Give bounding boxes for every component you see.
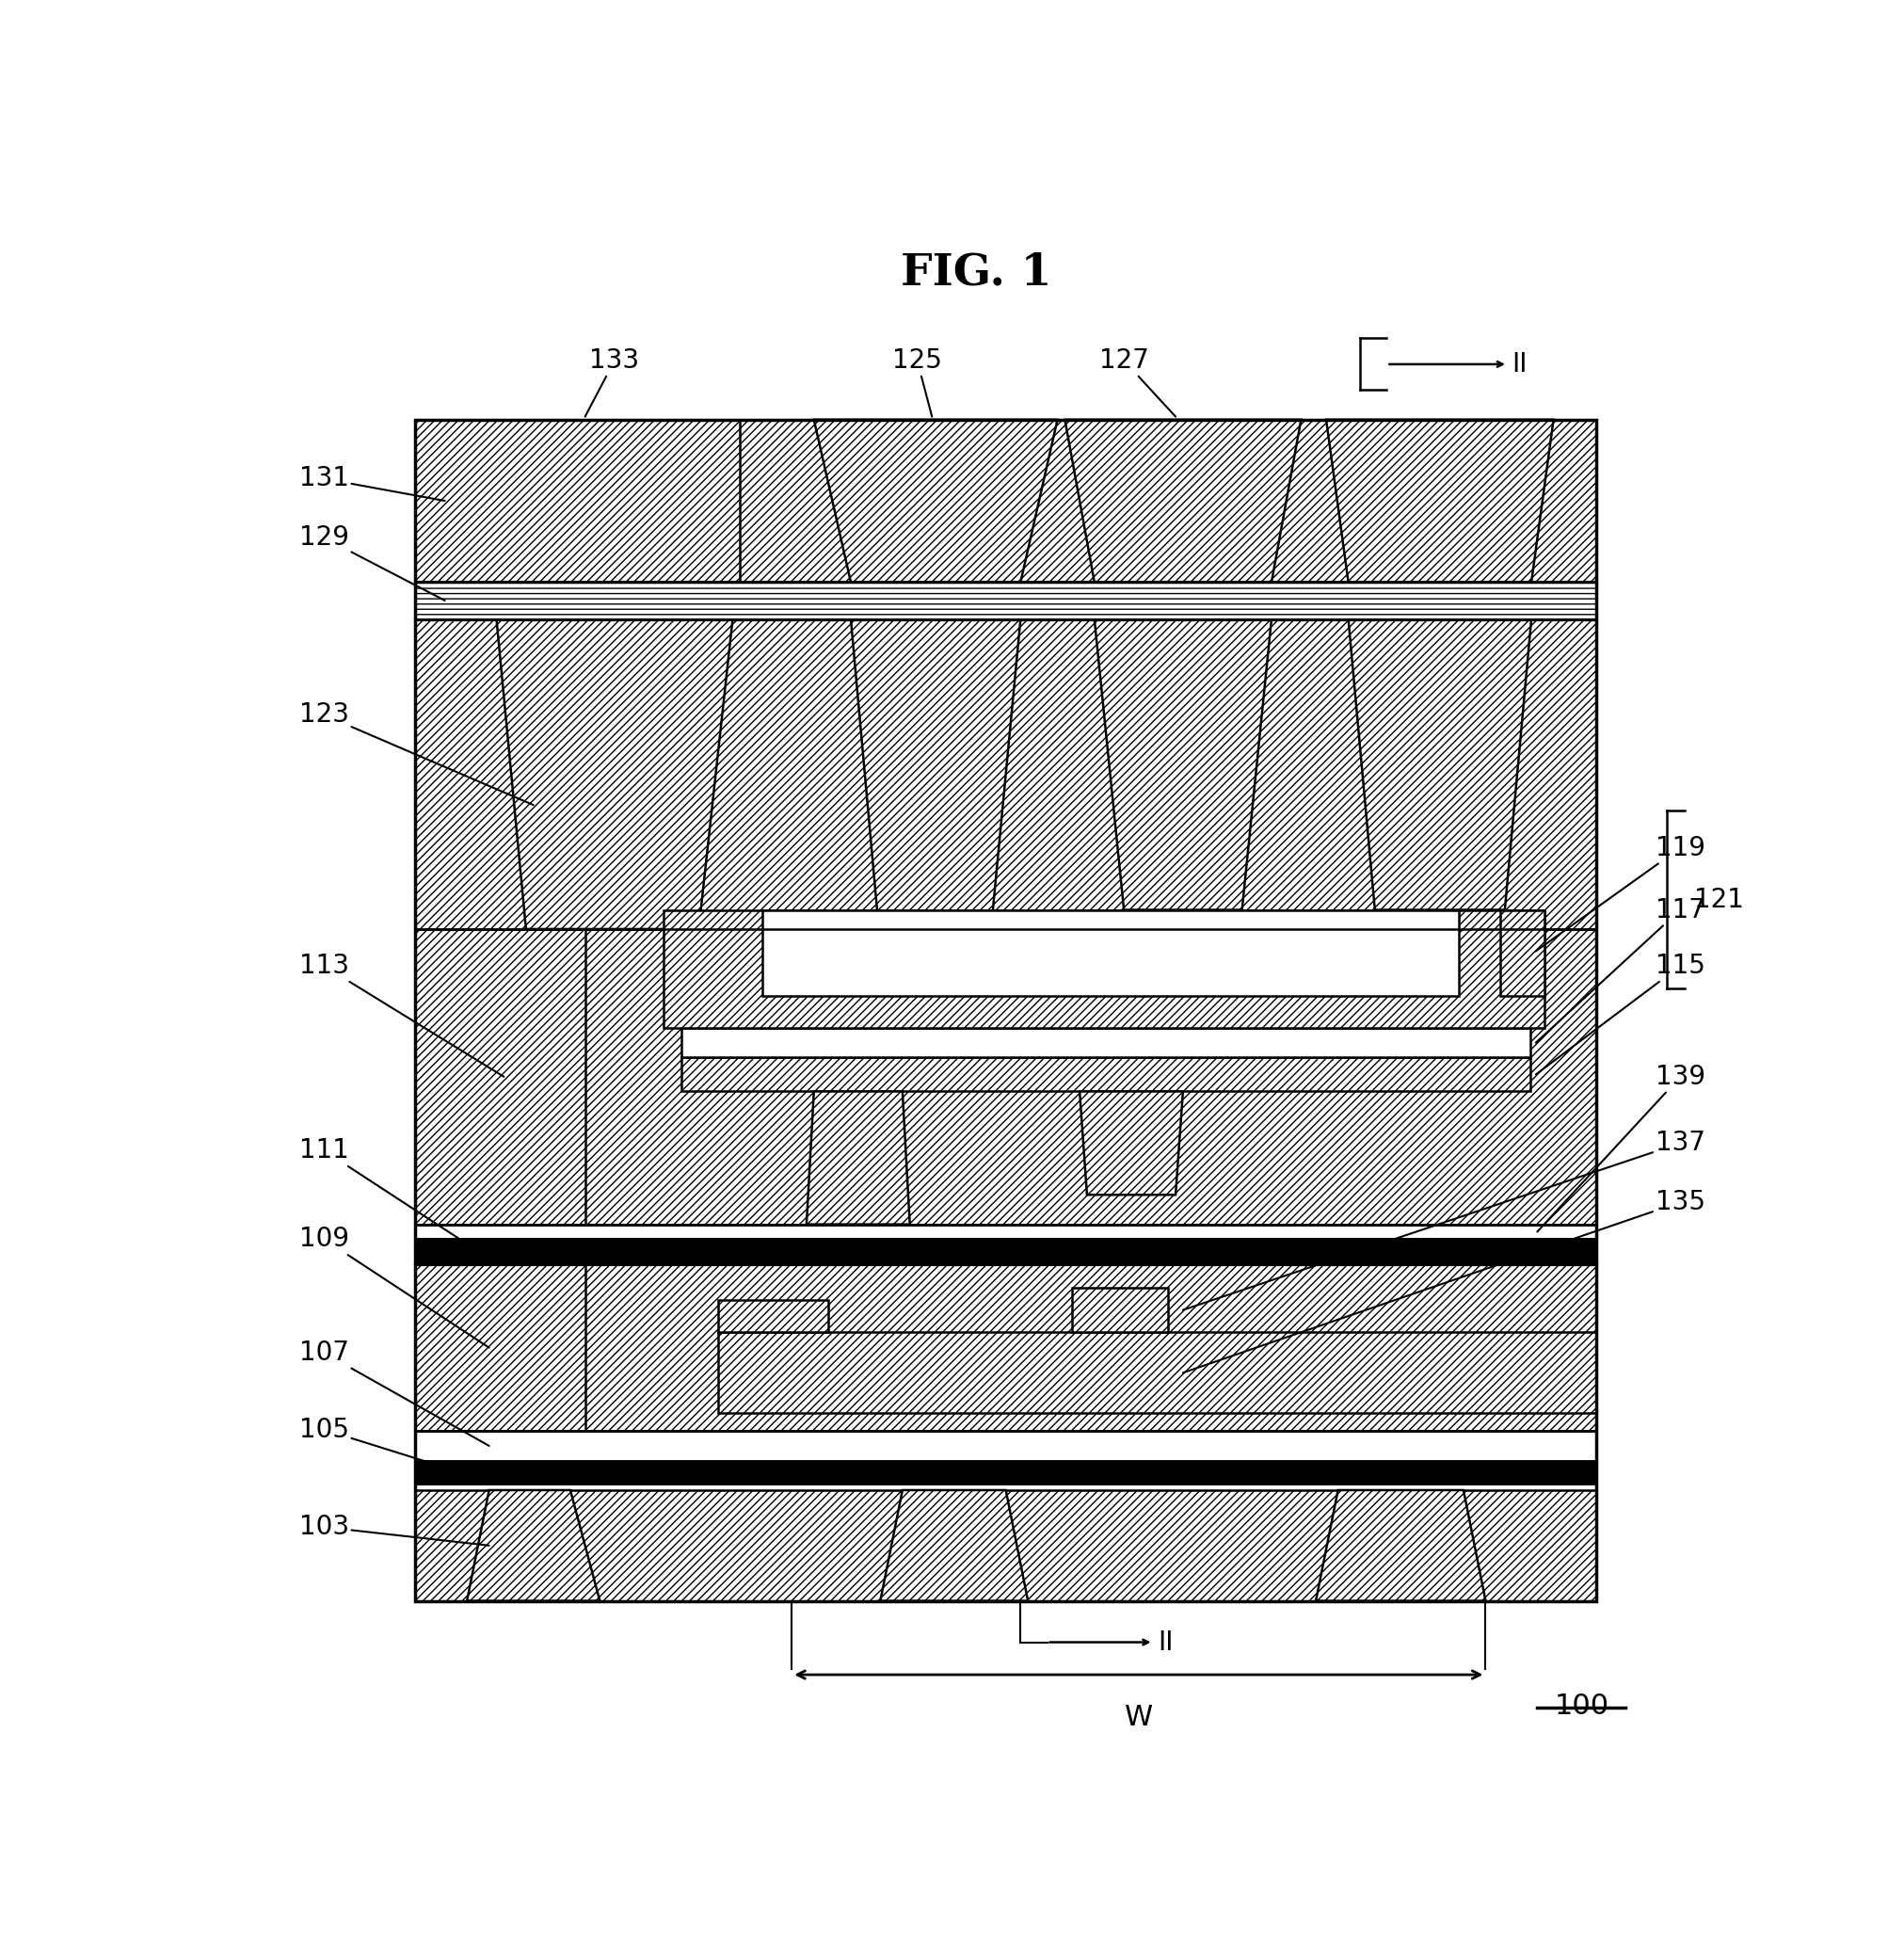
Text: 117: 117	[1535, 897, 1704, 1043]
Bar	[1072, 1288, 1167, 1332]
Bar	[415, 1239, 1596, 1264]
Polygon shape	[1348, 619, 1531, 911]
Bar	[1500, 911, 1544, 996]
Text: 100: 100	[1554, 1691, 1609, 1721]
Bar	[415, 928, 585, 1223]
Polygon shape	[813, 419, 1057, 583]
Bar	[415, 419, 741, 583]
Bar	[663, 911, 1544, 1027]
Bar	[682, 1027, 1529, 1058]
Polygon shape	[805, 1091, 910, 1223]
Bar	[415, 1490, 1596, 1600]
Text: 107: 107	[299, 1340, 489, 1447]
Bar	[415, 583, 1596, 619]
Polygon shape	[1064, 419, 1300, 583]
Text: 135: 135	[1182, 1189, 1704, 1373]
Text: 127: 127	[1099, 348, 1175, 418]
Bar	[415, 1431, 1596, 1460]
Text: 125: 125	[891, 348, 942, 418]
Bar	[415, 619, 1596, 928]
Text: 129: 129	[299, 524, 446, 600]
Text: 111: 111	[299, 1138, 489, 1258]
Bar	[762, 911, 1458, 996]
Text: 133: 133	[585, 348, 640, 418]
Bar	[415, 619, 585, 928]
Text: W: W	[1123, 1705, 1152, 1732]
Polygon shape	[466, 1490, 600, 1600]
Text: 103: 103	[299, 1515, 489, 1546]
Text: 137: 137	[1182, 1130, 1704, 1311]
Bar	[415, 583, 1596, 619]
Bar	[682, 1058, 1529, 1091]
Polygon shape	[1080, 1091, 1182, 1194]
Bar	[415, 419, 1596, 1600]
Bar	[415, 419, 1596, 583]
Polygon shape	[497, 619, 733, 928]
Polygon shape	[1316, 1490, 1485, 1600]
Bar	[415, 928, 1596, 1223]
Text: FIG. 1: FIG. 1	[901, 251, 1051, 293]
Text: 119: 119	[1535, 835, 1704, 952]
Bar	[415, 1460, 1596, 1486]
Polygon shape	[1325, 419, 1554, 583]
Text: 131: 131	[299, 466, 446, 501]
Bar	[415, 1264, 1596, 1431]
Text: 121: 121	[1693, 886, 1742, 913]
Polygon shape	[851, 619, 1021, 928]
Polygon shape	[1093, 619, 1272, 911]
Text: 105: 105	[299, 1416, 489, 1482]
Text: 139: 139	[1537, 1064, 1704, 1231]
Text: 115: 115	[1535, 954, 1704, 1074]
Text: II: II	[1158, 1629, 1173, 1655]
Text: 109: 109	[299, 1225, 489, 1348]
Bar	[718, 1332, 1596, 1414]
Polygon shape	[880, 1490, 1028, 1600]
Text: II: II	[1512, 352, 1527, 377]
Text: 123: 123	[299, 701, 533, 806]
Bar	[415, 1264, 585, 1431]
Text: 113: 113	[299, 954, 503, 1076]
Bar	[718, 1299, 828, 1332]
Bar	[415, 1223, 1596, 1239]
